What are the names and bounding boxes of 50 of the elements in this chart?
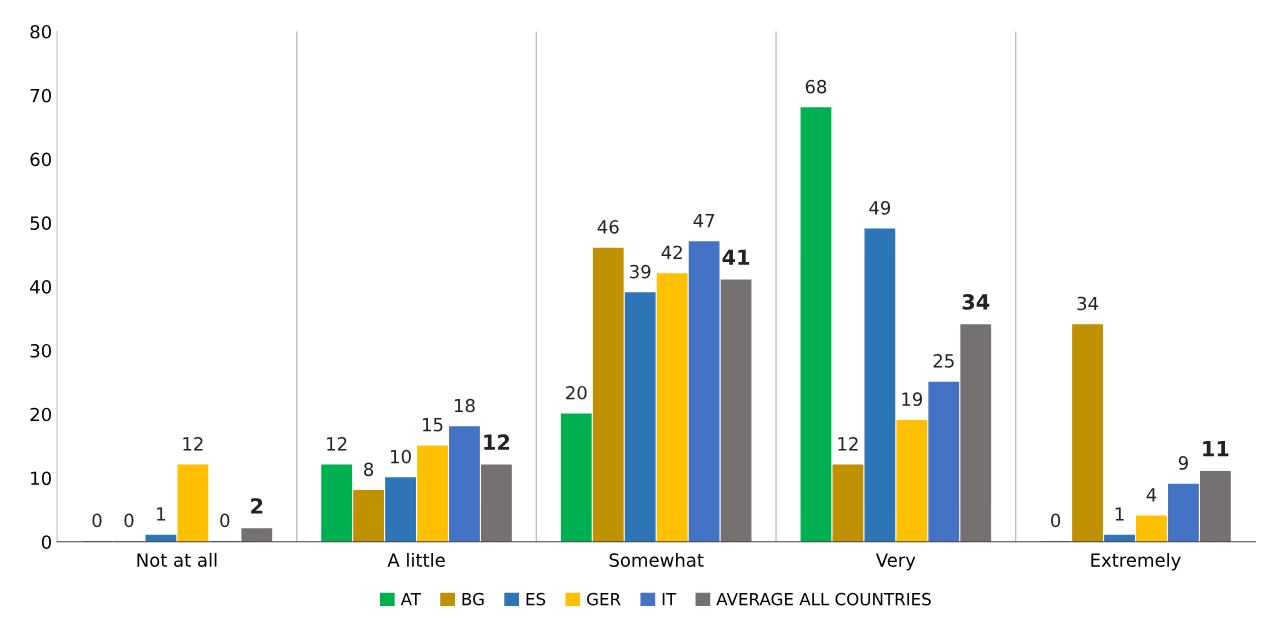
legend-label: AVERAGE ALL COUNTRIES — [716, 592, 931, 606]
data-label: 1 — [157, 507, 165, 521]
data-label: 68 — [805, 79, 827, 94]
data-label: 0 — [124, 513, 134, 528]
data-label: 2 — [251, 498, 263, 514]
data-label: 19 — [902, 392, 923, 406]
x-tick-label: Very — [875, 553, 916, 571]
legend-label: AT — [400, 593, 421, 606]
y-tick-label: 40 — [30, 280, 51, 294]
data-label: 1 — [1115, 507, 1124, 521]
data-label: 39 — [630, 264, 651, 279]
y-tick-label: 80 — [30, 24, 51, 39]
data-label: 34 — [1077, 296, 1099, 311]
data-label: 12 — [484, 434, 510, 450]
x-tick-label: Somewhat — [609, 552, 704, 567]
data-label: 4 — [1146, 488, 1157, 502]
x-tick-label: Not at all — [137, 552, 217, 567]
data-label: 9 — [1178, 456, 1188, 470]
y-tick-label: 0 — [41, 535, 51, 549]
x-tick-label: Extremely — [1091, 552, 1181, 571]
data-label: 41 — [722, 249, 750, 265]
data-label: 12 — [183, 436, 203, 451]
data-label: 8 — [364, 462, 374, 477]
data-label: 20 — [566, 385, 587, 400]
data-label: 12 — [327, 436, 347, 451]
y-tick-label: 70 — [30, 88, 51, 103]
data-label: 10 — [391, 449, 411, 464]
legend-label: BG — [462, 592, 484, 606]
legend-label: GER — [587, 592, 621, 606]
data-label: 18 — [454, 398, 475, 413]
data-label: 46 — [597, 220, 619, 234]
data-label: 47 — [693, 213, 715, 228]
data-label: 0 — [1051, 513, 1061, 528]
data-label: 0 — [92, 513, 102, 528]
data-label: 34 — [962, 294, 990, 310]
y-tick-label: 50 — [30, 216, 51, 230]
data-label: 25 — [933, 354, 954, 368]
y-tick-label: 30 — [30, 343, 51, 358]
y-tick-label: 20 — [30, 407, 51, 422]
data-label: 0 — [220, 513, 230, 528]
data-label: 11 — [1203, 441, 1229, 457]
data-label: 49 — [869, 200, 891, 215]
data-label: 12 — [838, 436, 858, 451]
legend-label: IT — [662, 593, 677, 606]
data-label: 15 — [423, 418, 443, 432]
data-label: 42 — [661, 245, 682, 260]
legend-label: ES — [526, 592, 546, 606]
y-tick-label: 10 — [31, 471, 51, 486]
x-tick-label: A little — [387, 552, 445, 567]
y-tick-label: 60 — [30, 152, 51, 167]
